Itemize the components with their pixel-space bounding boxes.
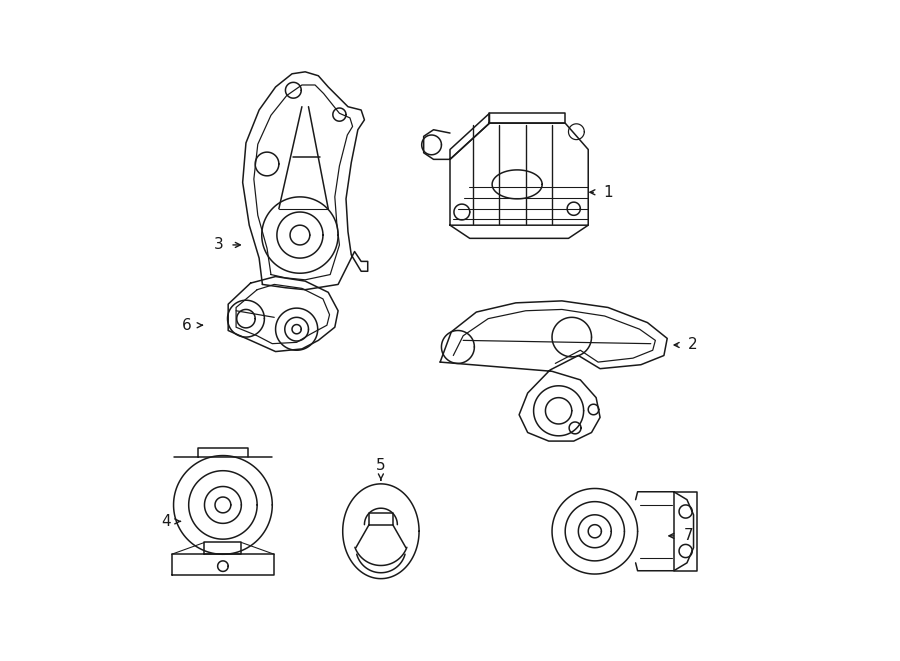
Text: 3: 3 (213, 237, 223, 253)
Text: 5: 5 (376, 458, 386, 473)
Text: 6: 6 (182, 318, 192, 332)
Text: 4: 4 (161, 514, 170, 529)
Text: 7: 7 (683, 528, 693, 543)
Text: 2: 2 (688, 338, 697, 352)
Text: 1: 1 (603, 185, 613, 200)
